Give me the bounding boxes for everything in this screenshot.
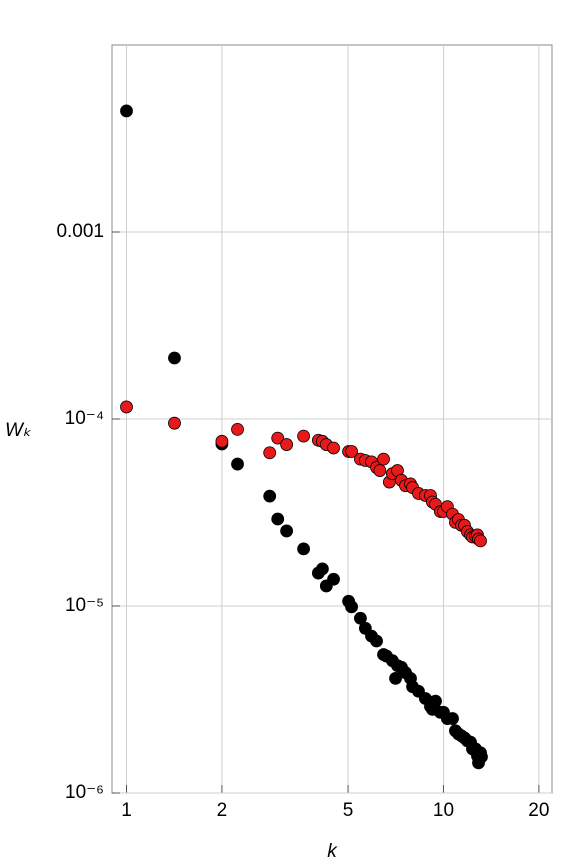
data-point xyxy=(271,431,285,445)
x-axis-label: k xyxy=(327,841,338,862)
data-point xyxy=(231,422,244,436)
x-tick-label: 10 xyxy=(433,800,454,821)
x-tick-label: 20 xyxy=(528,800,549,821)
data-point xyxy=(280,438,294,451)
data-point xyxy=(168,351,181,365)
y-tick-label: 10⁻⁵ xyxy=(65,595,104,616)
y-axis-label: Wₖ xyxy=(5,420,32,441)
data-point xyxy=(168,416,181,430)
data-point xyxy=(327,441,340,455)
data-point xyxy=(297,542,310,556)
data-point xyxy=(231,457,244,471)
data-point xyxy=(263,446,277,460)
y-tick-label: 10⁻⁴ xyxy=(65,408,104,429)
data-point xyxy=(377,452,390,466)
data-point xyxy=(271,512,285,526)
data-point xyxy=(120,400,133,414)
data-point xyxy=(120,104,133,118)
data-point xyxy=(345,445,358,458)
data-point xyxy=(215,434,229,448)
data-point xyxy=(429,694,442,708)
data-point xyxy=(263,489,277,503)
y-tick-label: 10⁻⁶ xyxy=(65,782,104,803)
data-point xyxy=(327,572,340,586)
data-point xyxy=(297,429,310,443)
y-tick-label: 0.001 xyxy=(56,221,104,242)
data-point xyxy=(389,672,402,685)
data-point xyxy=(446,712,459,725)
data-point xyxy=(280,524,294,538)
data-point xyxy=(345,600,358,614)
data-point xyxy=(373,464,387,477)
data-point xyxy=(474,534,487,548)
x-tick-label: 5 xyxy=(343,800,354,821)
x-tick-label: 2 xyxy=(217,800,228,821)
data-point xyxy=(370,634,383,648)
data-point xyxy=(316,562,329,576)
x-tick-label: 1 xyxy=(121,800,132,821)
data-point xyxy=(475,750,488,764)
